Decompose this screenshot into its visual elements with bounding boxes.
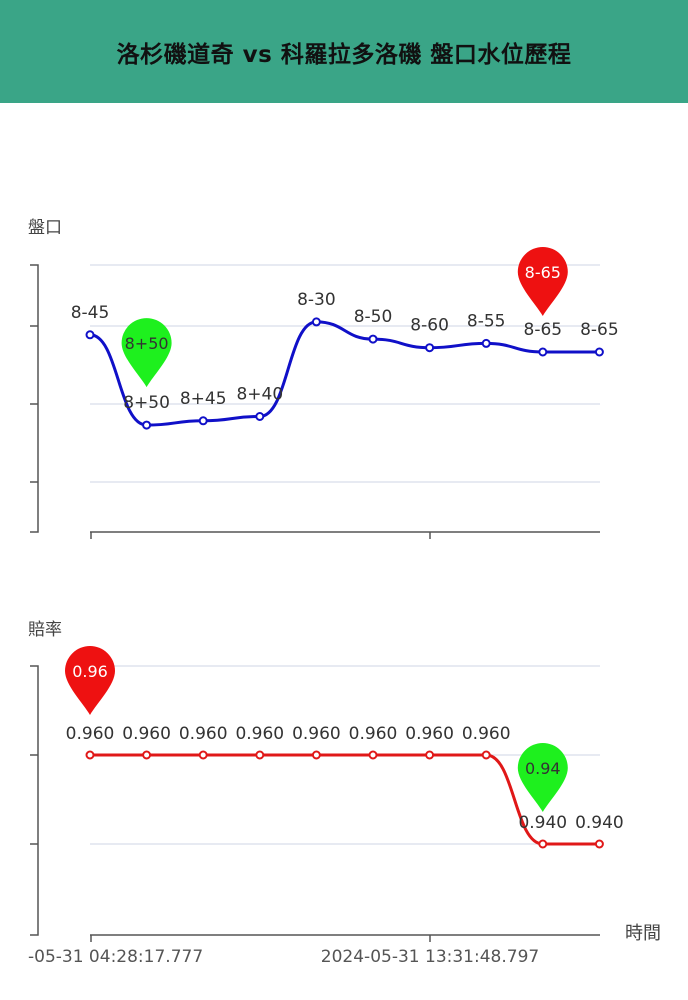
data-label-0-2: 8+45 (180, 389, 227, 409)
data-point-0-9 (594, 347, 604, 357)
data-label-0-6: 8-60 (410, 316, 449, 336)
data-point-1-3 (255, 750, 265, 760)
data-point-1-4 (311, 750, 321, 760)
x-tick-label: -05-31 04:28:17.777 (28, 947, 203, 967)
data-label-1-9: 0.940 (575, 813, 624, 833)
y-axis (30, 665, 39, 936)
data-point-0-2 (198, 416, 208, 426)
data-label-1-0: 0.960 (66, 724, 115, 744)
x-tick-label: 2024-05-31 13:31:48.797 (321, 947, 539, 967)
data-label-0-4: 8-30 (297, 290, 336, 310)
data-point-0-7 (481, 338, 491, 348)
odds-chart: 賠率 時間 -05-31 04:28:17.777 2024-05-31 13:… (28, 620, 661, 967)
chart-marks: 8-45 8+50 8+45 8+40 8-30 8-50 8-60 8-55 8-65 8-65… (65, 247, 624, 849)
data-label-1-3: 0.960 (235, 724, 284, 744)
data-point-1-1 (142, 750, 152, 760)
data-point-1-5 (368, 750, 378, 760)
data-label-1-4: 0.960 (292, 724, 341, 744)
handicap-chart: 盤口 (28, 218, 600, 539)
odds-axis-label: 賠率 (28, 620, 62, 640)
max-marker-pin-1-label: 0.96 (72, 662, 108, 681)
data-label-0-1: 8+50 (123, 393, 170, 413)
data-point-0-1 (142, 420, 152, 430)
data-label-1-7: 0.960 (462, 724, 511, 744)
max-marker-pin-1-shape (65, 646, 115, 715)
data-point-0-6 (425, 343, 435, 353)
max-marker-pin-0: 8-65 (517, 247, 568, 316)
max-marker-pin-1: 0.96 (65, 646, 115, 715)
data-label-1-6: 0.960 (405, 724, 454, 744)
data-point-0-4 (311, 317, 321, 327)
data-point-1-2 (198, 750, 208, 760)
data-point-1-7 (481, 750, 491, 760)
x-axis-label: 時間 (625, 923, 661, 944)
data-point-0-0 (85, 330, 95, 340)
y-axis (30, 264, 39, 533)
data-point-0-8 (538, 347, 548, 357)
data-point-1-8 (538, 839, 548, 849)
data-point-1-9 (594, 839, 604, 849)
data-point-0-3 (255, 412, 265, 421)
data-label-0-5: 8-50 (354, 307, 393, 327)
data-label-0-0: 8-45 (71, 303, 110, 323)
max-marker-pin-0-shape (517, 247, 568, 316)
data-label-0-8: 8-65 (524, 320, 563, 340)
min-marker-pin-0: 8+50 (121, 318, 172, 388)
header-bar: 洛杉磯道奇 vs 科羅拉多洛磯 盤口水位歷程 (0, 0, 688, 103)
data-label-1-2: 0.960 (179, 724, 228, 744)
data-label-1-8: 0.940 (518, 813, 567, 833)
min-marker-pin-0-label: 8+50 (125, 334, 169, 353)
min-marker-pin-1: 0.94 (517, 743, 568, 812)
data-point-0-5 (368, 334, 378, 344)
data-label-0-9: 8-65 (580, 320, 619, 340)
data-label-1-1: 0.960 (122, 724, 171, 744)
series-line-1 (90, 753, 600, 846)
data-label-0-3: 8+40 (236, 385, 283, 405)
min-marker-pin-0-shape (121, 318, 172, 388)
max-marker-pin-0-label: 8-65 (525, 263, 561, 282)
data-point-1-0 (85, 750, 95, 760)
min-marker-pin-1-shape (517, 743, 568, 812)
data-label-1-5: 0.960 (349, 724, 398, 744)
data-point-1-6 (425, 750, 435, 760)
handicap-axis-label: 盤口 (28, 218, 62, 238)
data-label-0-7: 8-55 (467, 311, 506, 331)
page-title: 洛杉磯道奇 vs 科羅拉多洛磯 盤口水位歷程 (116, 41, 572, 68)
min-marker-pin-1-label: 0.94 (525, 759, 561, 778)
